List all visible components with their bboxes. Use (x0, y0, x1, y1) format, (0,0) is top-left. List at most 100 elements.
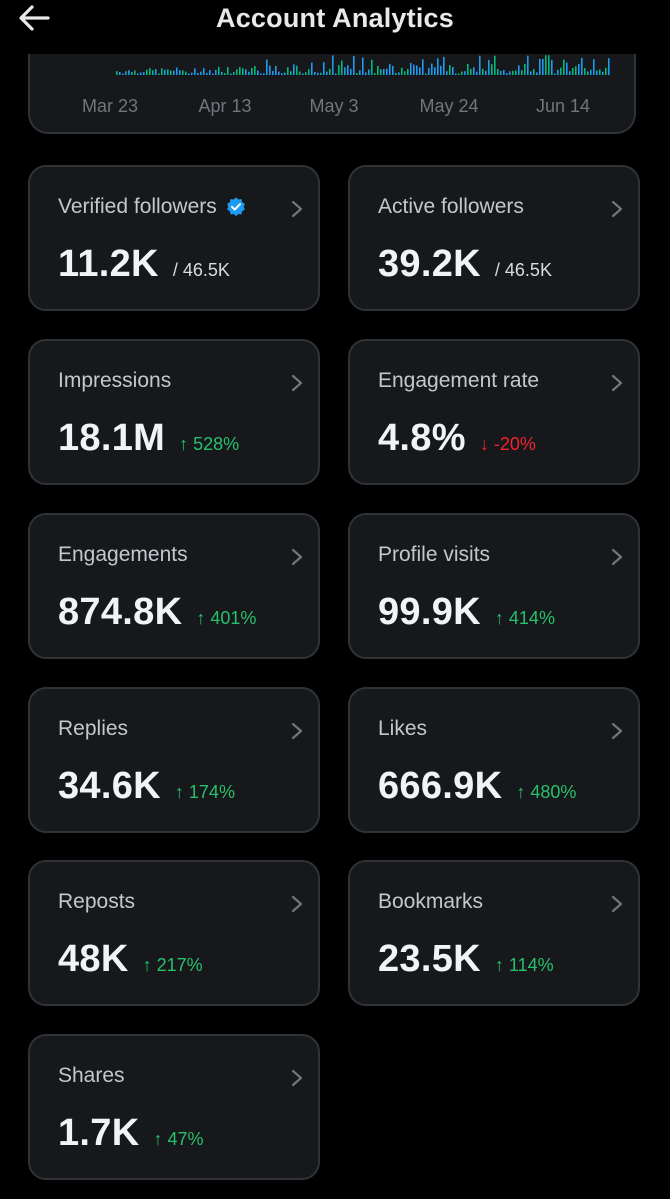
chart-bar (329, 68, 331, 75)
page-title: Account Analytics (216, 3, 454, 33)
metric-card-bookmarks[interactable]: Bookmarks 23.5K ↑ 114% (348, 860, 640, 1006)
chart-bar (593, 59, 595, 75)
chart-bar (146, 69, 148, 75)
chart-bar (230, 73, 232, 75)
metric-value: 18.1M (58, 417, 166, 459)
metric-value-row: 99.9K ↑ 414% (378, 591, 555, 634)
chart-bar (368, 69, 370, 75)
chart-bar (167, 69, 169, 75)
metric-value: 23.5K (378, 938, 481, 980)
chart-bar (242, 68, 244, 75)
chart-bar (161, 68, 163, 75)
chart-bar (206, 72, 208, 75)
metric-value-row: 874.8K ↑ 401% (58, 591, 256, 634)
chart-bar (467, 63, 469, 75)
chart-bar (551, 60, 553, 75)
chart-bar (275, 65, 277, 75)
chart-bar (371, 59, 373, 75)
chart-bar (392, 65, 394, 75)
arrow-left-icon (19, 5, 50, 31)
chart-bar (440, 65, 442, 75)
chart-bar (545, 55, 547, 75)
chart-bar (287, 67, 289, 75)
chart-bar (266, 59, 268, 75)
metric-card-impressions[interactable]: Impressions 18.1M ↑ 528% (28, 339, 320, 485)
metric-value: 39.2K (378, 243, 481, 285)
metric-change: ↓ -20% (479, 434, 536, 454)
chart-bar (557, 69, 559, 75)
chart-bar (488, 59, 490, 75)
chart-bar (464, 71, 466, 75)
chart-bar (602, 71, 604, 75)
metric-card-engagement-rate[interactable]: Engagement rate 4.8% ↓ -20% (348, 339, 640, 485)
chart-bar (212, 73, 214, 75)
verified-badge-icon (226, 197, 245, 217)
chart-bar (449, 65, 451, 75)
metric-card-reposts[interactable]: Reposts 48K ↑ 217% (28, 860, 320, 1006)
chart-bar (416, 65, 418, 75)
metric-label: Verified followers (58, 195, 247, 219)
metric-card-active-followers[interactable]: Active followers 39.2K / 46.5K (348, 165, 640, 311)
chart-bar (269, 65, 271, 75)
chart-bar (149, 68, 151, 75)
chart-bar (326, 71, 328, 75)
chart-bar (305, 72, 307, 75)
chart-bar (194, 68, 196, 75)
chevron-right-icon (291, 548, 303, 566)
chart-bar (296, 65, 298, 75)
chart-bar (341, 60, 343, 75)
x-axis-label: Mar 23 (81, 96, 139, 116)
chart-bar (215, 69, 217, 75)
chevron-right-icon (291, 895, 303, 913)
chart-bar (503, 70, 505, 75)
back-button[interactable] (14, 0, 54, 36)
chart-bar (395, 72, 397, 75)
metric-card-shares[interactable]: Shares 1.7K ↑ 47% (28, 1034, 320, 1180)
chart-bar (224, 72, 226, 75)
chart-bar (401, 67, 403, 75)
chart-bar (485, 70, 487, 75)
metric-card-replies[interactable]: Replies 34.6K ↑ 174% (28, 687, 320, 833)
chart-bar (434, 67, 436, 75)
metric-value-row: 23.5K ↑ 114% (378, 938, 554, 981)
metric-label: Replies (58, 717, 129, 740)
chart-bar (428, 67, 430, 75)
metric-card-verified-followers[interactable]: Verified followers 11.2K / 46.5K (28, 165, 320, 311)
metric-card-engagements[interactable]: Engagements 874.8K ↑ 401% (28, 513, 320, 659)
metric-total: / 46.5K (494, 260, 552, 280)
metric-card-profile-visits[interactable]: Profile visits 99.9K ↑ 414% (348, 513, 640, 659)
chart-bar (236, 69, 238, 75)
chart-bar (284, 72, 286, 75)
chart-bar (176, 67, 178, 75)
chart-bar (497, 69, 499, 75)
chart-bar (380, 69, 382, 75)
chart-bar (413, 64, 415, 75)
x-axis-label: Jun 14 (535, 96, 591, 116)
chart-bar (209, 70, 211, 75)
metric-value: 874.8K (58, 591, 183, 633)
chart-bar (248, 71, 250, 75)
chart-bar (542, 58, 544, 75)
chart-bar (200, 71, 202, 75)
chart-bar (125, 71, 127, 75)
chart-bar (590, 69, 592, 75)
chart-bar (461, 71, 463, 75)
chart-bar (347, 65, 349, 75)
bar-chart (116, 55, 610, 75)
metric-label: Active followers (378, 195, 524, 218)
metric-change: ↑ 47% (153, 1129, 204, 1149)
chart-bar (374, 72, 376, 75)
chart-bar (581, 57, 583, 75)
chart-bar (311, 62, 313, 75)
chart-bar (482, 68, 484, 75)
metric-card-likes[interactable]: Likes 666.9K ↑ 480% (348, 687, 640, 833)
chart-bar (389, 63, 391, 75)
chart-bar (281, 73, 283, 75)
chart-bar (218, 66, 220, 75)
chart-bar (314, 71, 316, 75)
chart-bar (437, 58, 439, 75)
metric-value: 1.7K (58, 1112, 140, 1154)
chart-bar (458, 73, 460, 75)
chart-bar (596, 70, 598, 75)
chart-bar (308, 69, 310, 75)
